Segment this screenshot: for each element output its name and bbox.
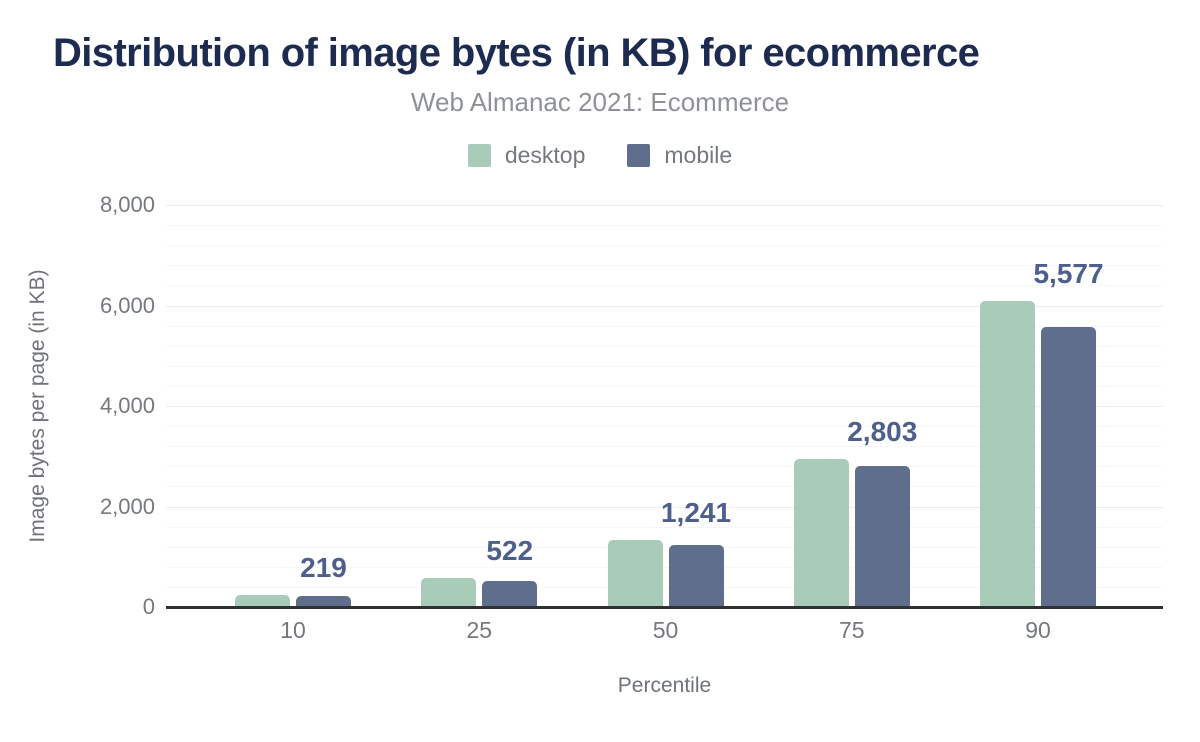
gridline-minor bbox=[166, 426, 1163, 428]
bar-desktop-p75 bbox=[793, 459, 849, 607]
bar-desktop-p10 bbox=[235, 594, 290, 607]
x-axis-line bbox=[166, 606, 1163, 609]
legend-item-mobile: mobile bbox=[627, 142, 732, 169]
data-label-mobile-p25: 522 bbox=[486, 535, 534, 567]
x-axis-title: Percentile bbox=[617, 674, 712, 697]
bar-mobile-p50 bbox=[668, 544, 724, 607]
bar-mobile-p90 bbox=[1041, 326, 1096, 607]
gridline-minor bbox=[166, 566, 1163, 568]
y-tick-label: 4,000 bbox=[99, 393, 155, 418]
bar-mobile-p75 bbox=[854, 466, 910, 607]
gridline-minor bbox=[166, 526, 1163, 528]
gridline-major bbox=[166, 406, 1163, 407]
legend-swatch-icon bbox=[467, 143, 491, 167]
gridline-minor bbox=[166, 486, 1163, 488]
bar-mobile-p25 bbox=[482, 580, 538, 607]
bar-mobile-p10 bbox=[296, 595, 351, 607]
legend-label: mobile bbox=[664, 141, 733, 168]
legend-swatch-icon bbox=[627, 143, 651, 167]
gridline-minor bbox=[166, 325, 1163, 327]
gridline-minor bbox=[166, 365, 1163, 367]
gridline-major bbox=[166, 506, 1163, 508]
data-label-mobile-p90: 5,577 bbox=[1033, 258, 1104, 290]
gridline-minor bbox=[166, 466, 1163, 468]
gridline-minor bbox=[166, 285, 1163, 287]
y-tick-label: 6,000 bbox=[99, 292, 155, 318]
x-tick-label: 50 bbox=[652, 617, 679, 643]
gridline-minor bbox=[166, 345, 1163, 347]
y-tick-label: 2,000 bbox=[99, 493, 155, 519]
gridline-minor bbox=[166, 225, 1163, 227]
gridline-minor bbox=[166, 446, 1163, 448]
gridline-major bbox=[166, 305, 1163, 307]
bar-desktop-p50 bbox=[607, 540, 663, 607]
gridline-major bbox=[166, 205, 1163, 206]
gridline-minor bbox=[166, 245, 1163, 247]
y-tick-label: 8,000 bbox=[99, 192, 155, 217]
gridline-minor bbox=[166, 546, 1163, 548]
legend: desktop mobile bbox=[0, 142, 1200, 168]
data-label-mobile-p10: 219 bbox=[300, 551, 347, 583]
legend-label: desktop bbox=[504, 141, 586, 168]
chart-subtitle: Web Almanac 2021: Ecommerce bbox=[410, 87, 790, 117]
bar-desktop-p90 bbox=[980, 301, 1035, 607]
gridline-minor bbox=[166, 385, 1163, 387]
gridline-minor bbox=[166, 265, 1163, 267]
x-tick-label: 90 bbox=[1025, 617, 1051, 643]
data-label-mobile-p75: 2,803 bbox=[847, 416, 918, 448]
y-tick-label: 0 bbox=[142, 594, 155, 619]
chart-title: Distribution of image bytes (in KB) for … bbox=[53, 31, 980, 75]
gridline-minor bbox=[166, 586, 1163, 588]
bar-desktop-p25 bbox=[421, 578, 477, 607]
x-tick-label: 75 bbox=[838, 617, 865, 643]
data-label-mobile-p50: 1,241 bbox=[660, 497, 732, 529]
legend-item-desktop: desktop bbox=[467, 141, 586, 169]
x-tick-label: 25 bbox=[466, 617, 493, 643]
x-tick-label: 10 bbox=[280, 617, 306, 643]
